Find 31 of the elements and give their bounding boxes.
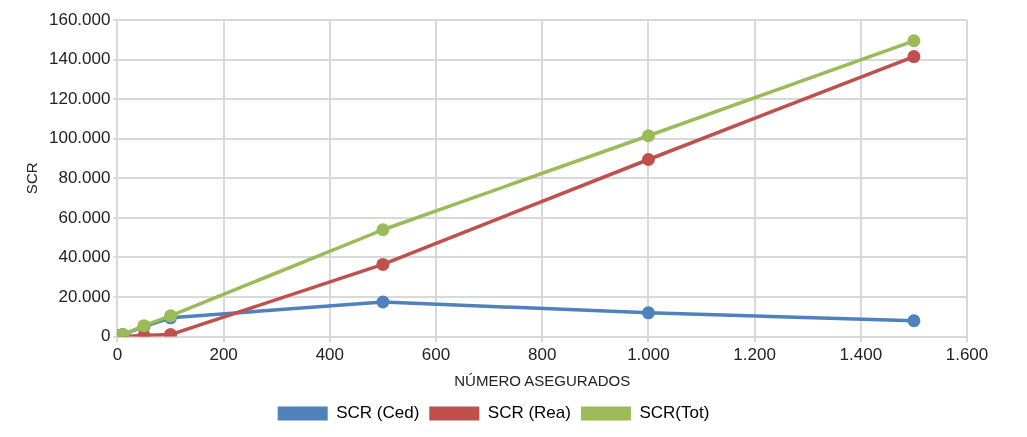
x-tick-label: 200 [209, 345, 238, 365]
point [907, 34, 921, 48]
y-axis-title: SCR [23, 162, 41, 195]
y-tick-label: 40.000 [58, 247, 111, 267]
x-tick-label: 1.600 [945, 345, 989, 365]
y-tick-label: 120.000 [49, 88, 111, 108]
x-tick-label: 600 [421, 345, 451, 365]
point [376, 295, 390, 309]
x-tick-label: 1.000 [627, 345, 670, 365]
y-tick-label: 140.000 [49, 49, 111, 69]
y-tick-label: 80.000 [58, 167, 111, 187]
x-tick-label: 1.400 [839, 345, 883, 365]
point [641, 129, 655, 143]
legend-label: SCR (Rea) [487, 403, 571, 423]
x-tick-label: 400 [315, 345, 345, 365]
y-tick-label: 0 [100, 326, 111, 346]
x-tick-label: 1.200 [733, 345, 776, 365]
y-tick-label: 160.000 [49, 9, 111, 29]
point [907, 50, 921, 64]
y-tick-label: 100.000 [49, 128, 111, 148]
point [376, 223, 390, 237]
point [641, 153, 655, 166]
x-tick-label: 800 [528, 345, 557, 365]
x-axis-title: NÚMERO ASEGURADOS [454, 372, 631, 390]
y-tick-label: 60.000 [58, 207, 111, 227]
y-tick-label: 20.000 [58, 286, 111, 306]
legend-label: SCR (Ced) [336, 403, 420, 423]
point [641, 306, 655, 320]
legend-label: SCR(Tot) [639, 403, 710, 423]
point [907, 314, 921, 328]
point [376, 257, 390, 271]
